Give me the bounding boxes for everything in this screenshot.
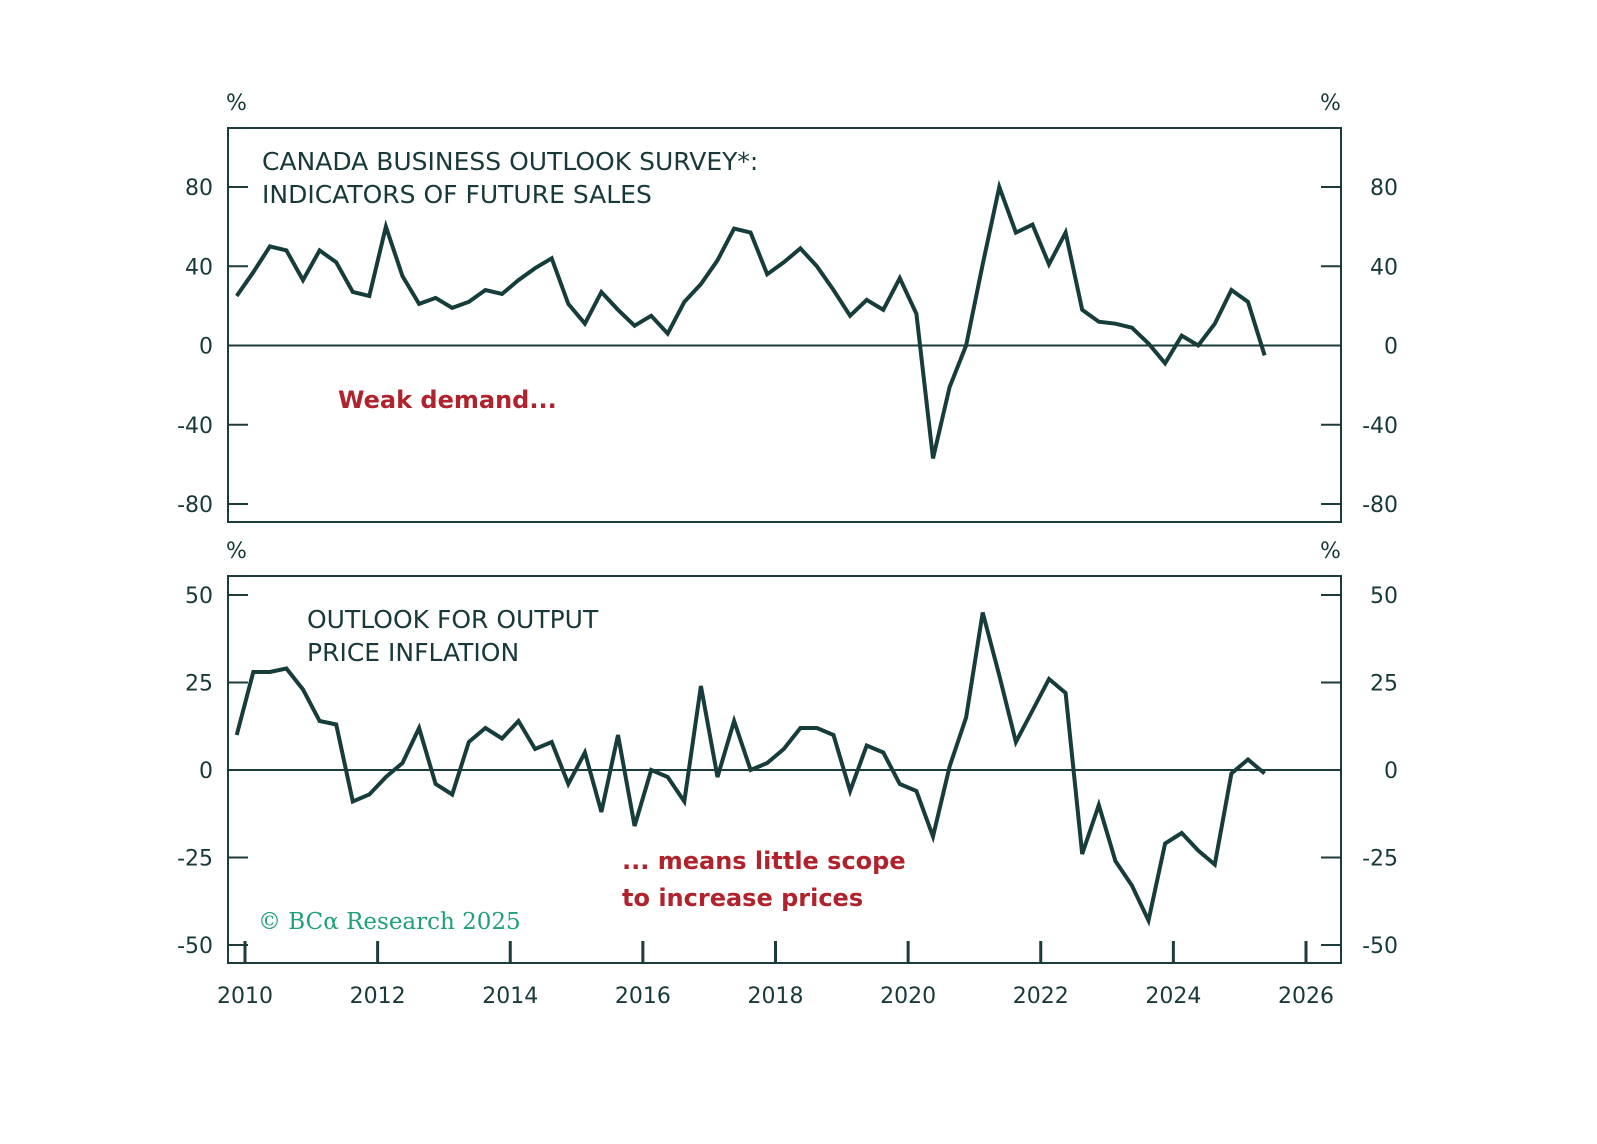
bottom-right-unit-label: % bbox=[1320, 539, 1341, 564]
future-sales-line bbox=[235, 179, 1267, 459]
top-left-ytick-label: -80 bbox=[177, 493, 213, 518]
x-axis-tick-label: 2012 bbox=[350, 984, 406, 1009]
bottom-left-ytick-label: 25 bbox=[185, 672, 213, 697]
bottom-right-ytick-label: 25 bbox=[1370, 672, 1398, 697]
top-panel-title-line-2: INDICATORS OF FUTURE SALES bbox=[262, 180, 652, 209]
top-right-ytick-label: 40 bbox=[1370, 255, 1398, 280]
top-panel-title-line-1: CANADA BUSINESS OUTLOOK SURVEY*: bbox=[262, 147, 758, 176]
bottom-panel-title-line-2: PRICE INFLATION bbox=[307, 638, 519, 667]
weak-demand-annotation: Weak demand... bbox=[338, 386, 557, 414]
bottom-right-ytick-label: 50 bbox=[1370, 584, 1398, 609]
bottom-right-ytick-label: -25 bbox=[1362, 847, 1398, 872]
top-right-ytick-label: 80 bbox=[1370, 176, 1398, 201]
x-axis-tick-label: 2026 bbox=[1278, 984, 1334, 1009]
x-axis-tick-label: 2018 bbox=[748, 984, 804, 1009]
bottom-left-ytick-label: -25 bbox=[177, 847, 213, 872]
bottom-panel-title-line-1: OUTLOOK FOR OUTPUT bbox=[307, 605, 599, 634]
bottom-left-ytick-label: 0 bbox=[199, 759, 213, 784]
bottom-left-ytick-label: 50 bbox=[185, 584, 213, 609]
top-left-ytick-label: 0 bbox=[199, 335, 213, 360]
bottom-right-ytick-label: -50 bbox=[1362, 934, 1398, 959]
bottom-left-unit-label: % bbox=[226, 539, 247, 564]
bottom-left-ytick-label: -50 bbox=[177, 934, 213, 959]
output-price-inflation-line bbox=[234, 611, 1266, 927]
little-scope-annotation-line-2: to increase prices bbox=[622, 884, 863, 912]
top-panel: % % CANADA BUSINESS OUTLOOK SURVEY*: IND… bbox=[177, 91, 1398, 523]
top-left-ytick-label: 80 bbox=[185, 176, 213, 201]
copyright-notice: © BCα Research 2025 bbox=[258, 909, 521, 935]
bottom-right-ytick-label: 0 bbox=[1384, 759, 1398, 784]
top-left-ytick-label: 40 bbox=[185, 255, 213, 280]
top-panel-frame bbox=[227, 127, 1342, 523]
top-left-unit-label: % bbox=[226, 91, 247, 116]
little-scope-annotation-line-1: ... means little scope bbox=[622, 847, 906, 875]
x-axis-tick-label: 2014 bbox=[482, 984, 538, 1009]
top-right-unit-label: % bbox=[1320, 91, 1341, 116]
top-right-ytick-label: -40 bbox=[1362, 414, 1398, 439]
x-axis-tick-label: 2022 bbox=[1013, 984, 1069, 1009]
bottom-panel: % % OUTLOOK FOR OUTPUT PRICE INFLATION .… bbox=[177, 539, 1398, 964]
top-right-ytick-label: 0 bbox=[1384, 335, 1398, 360]
x-axis-tick-label: 2016 bbox=[615, 984, 671, 1009]
x-axis-tick-label: 2020 bbox=[880, 984, 936, 1009]
top-right-ytick-label: -80 bbox=[1362, 493, 1398, 518]
top-left-ytick-label: -40 bbox=[177, 414, 213, 439]
x-axis: 2010 2012 2014 2016 2018 2020 2022 2024 2026 bbox=[217, 941, 1334, 1009]
x-axis-tick-label: 2010 bbox=[217, 984, 273, 1009]
x-axis-tick-label: 2024 bbox=[1145, 984, 1201, 1009]
